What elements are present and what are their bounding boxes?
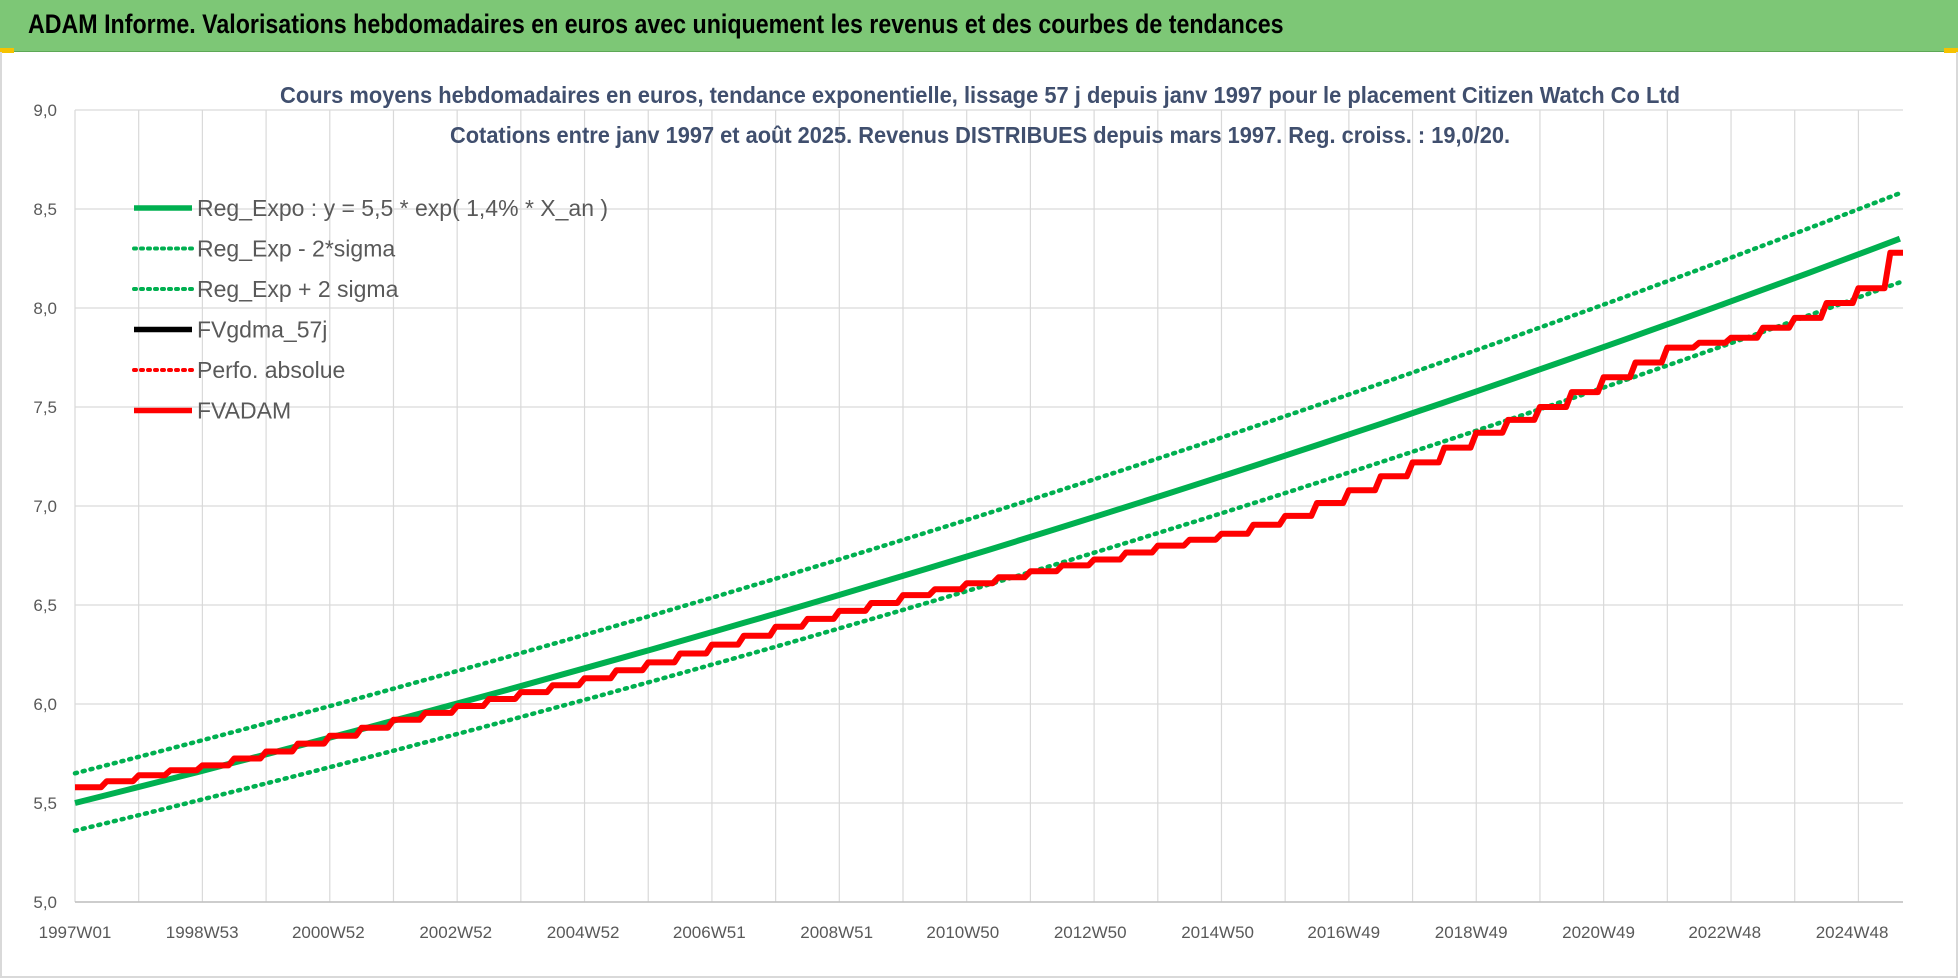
x-tick-label: 2012W50: [1054, 923, 1127, 942]
x-tick-label: 2008W51: [800, 923, 873, 942]
x-tick-label: 2024W48: [1816, 923, 1889, 942]
y-tick-label: 8,5: [33, 200, 57, 219]
y-tick-label: 6,5: [33, 596, 57, 615]
y-tick-label: 5,0: [33, 893, 57, 912]
y-tick-label: 5,5: [33, 794, 57, 813]
legend-label: Perfo. absolue: [197, 357, 345, 383]
legend: Reg_Expo : y = 5,5 * exp( 1,4% * X_an ) R…: [132, 195, 608, 424]
series-reg-exp-plus: [72, 190, 1903, 776]
legend-label: Reg_Exp - 2*sigma: [197, 236, 395, 262]
x-tick-label: 2010W50: [926, 923, 999, 942]
header-banner: ADAM Informe. Valorisations hebdomadaire…: [0, 0, 1958, 52]
page-title: ADAM Informe. Valorisations hebdomadaire…: [28, 9, 1284, 39]
y-tick-label: 7,5: [33, 398, 57, 417]
series-reg-expo: [74, 235, 1901, 806]
y-axis-ticks: 5,0 5,5 6,0 6,5 7,0 7,5 8,0 8,5 9,0: [33, 101, 57, 912]
x-tick-label: 2000W52: [292, 923, 365, 942]
x-tick-label: 2020W49: [1562, 923, 1635, 942]
y-tick-label: 6,0: [33, 695, 57, 714]
x-tick-label: 2022W48: [1688, 923, 1761, 942]
corner-accent: [0, 48, 14, 53]
legend-label: FVgdma_57j: [197, 317, 327, 343]
x-tick-label: 2004W52: [547, 923, 620, 942]
x-tick-label: 2006W51: [673, 923, 746, 942]
legend-label: Reg_Expo : y = 5,5 * exp( 1,4% * X_an ): [197, 195, 608, 221]
y-tick-label: 9,0: [33, 101, 57, 120]
x-tick-label: 2016W49: [1307, 923, 1380, 942]
chart-title: Cours moyens hebdomadaires en euros, ten…: [280, 82, 1680, 108]
corner-accent: [1944, 48, 1958, 53]
legend-label: FVADAM: [197, 398, 291, 424]
chart-frame: [0, 52, 1958, 978]
grid: [74, 109, 1903, 903]
chart-subtitle: Cotations entre janv 1997 et août 2025. …: [450, 122, 1510, 148]
x-tick-label: 1998W53: [166, 923, 239, 942]
series-fvgdma: [75, 251, 1903, 789]
x-tick-label: 1997W01: [39, 923, 112, 942]
series-lines: [72, 190, 1903, 833]
x-axis-ticks: 1997W01 1998W53 2000W52 2002W52 2004W52 2006W…: [39, 923, 1889, 942]
x-tick-label: 2002W52: [419, 923, 492, 942]
x-tick-label: 2014W50: [1181, 923, 1254, 942]
y-tick-label: 8,0: [33, 299, 57, 318]
series-fvadam: [75, 249, 1903, 791]
legend-label: Reg_Exp + 2 sigma: [197, 276, 399, 302]
y-tick-label: 7,0: [33, 497, 57, 516]
series-reg-exp-minus: [72, 280, 1903, 833]
x-tick-label: 2018W49: [1435, 923, 1508, 942]
